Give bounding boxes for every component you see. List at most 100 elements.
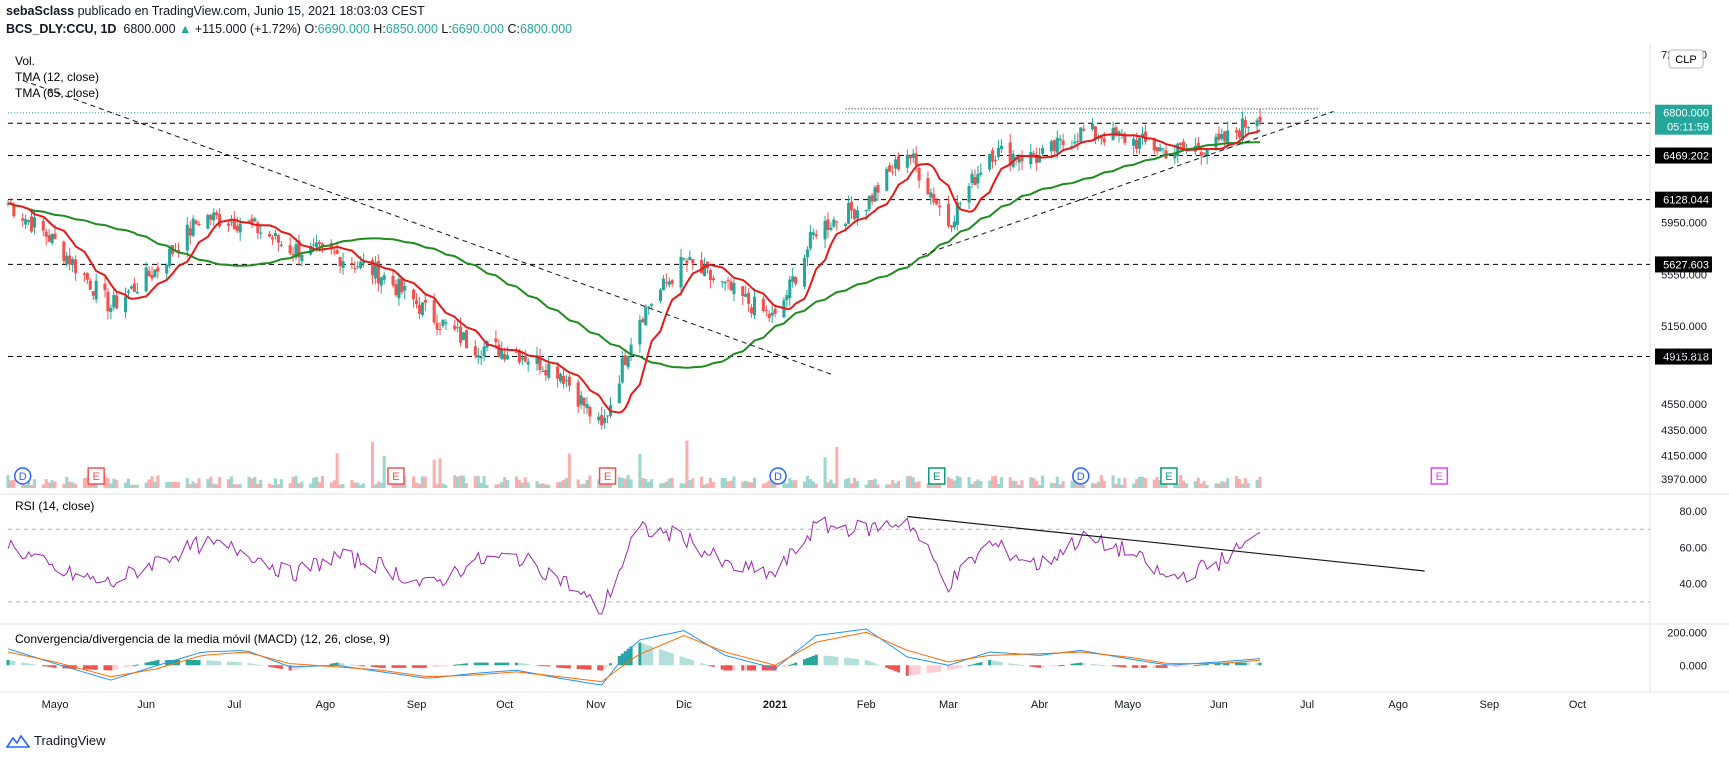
candle-body — [708, 270, 712, 280]
volume-bar — [1152, 479, 1156, 488]
volume-bar — [9, 480, 13, 488]
dividend-marker-icon[interactable] — [1072, 467, 1090, 485]
candle-body — [103, 283, 107, 291]
macd-histogram-bar — [885, 665, 889, 668]
macd-histogram-bar — [700, 662, 704, 666]
candle-body — [908, 155, 912, 159]
level-badge — [1655, 256, 1712, 273]
earnings-marker-icon[interactable] — [927, 467, 946, 485]
volume-bar — [973, 481, 977, 488]
macd-histogram-bar — [670, 653, 674, 666]
price-tick-label: 5950.000 — [1661, 218, 1707, 230]
earnings-marker-icon[interactable] — [1160, 467, 1178, 485]
earnings-marker-icon[interactable] — [387, 467, 405, 485]
candle-body — [726, 280, 730, 282]
macd-histogram-bar — [952, 665, 956, 670]
earnings-marker-icon[interactable] — [87, 467, 105, 485]
macd-histogram-bar — [705, 664, 710, 666]
volume-bar — [479, 482, 483, 488]
candle-body — [1082, 128, 1086, 131]
candle-body — [250, 218, 254, 224]
candle-body — [503, 353, 507, 360]
candle-body — [606, 415, 610, 417]
footer-brand[interactable]: TradingView — [6, 733, 106, 748]
macd-histogram-bar — [905, 665, 909, 676]
macd-histogram-bar — [1196, 664, 1200, 666]
candle-body — [370, 260, 374, 276]
macd-histogram-bar — [171, 659, 175, 666]
macd-histogram-bar — [767, 665, 771, 671]
time-tick-label: Jul — [1300, 699, 1314, 711]
volume-bar — [494, 484, 498, 488]
candle-body — [1182, 141, 1186, 150]
legend-rsi[interactable]: RSI (14, close) — [15, 499, 94, 513]
macd-histogram-bar — [232, 661, 236, 666]
macd-histogram-bar — [794, 662, 798, 666]
currency-badge[interactable] — [1668, 49, 1704, 69]
macd-histogram-bar — [958, 665, 962, 668]
volume-bar — [517, 479, 521, 488]
author-name[interactable]: sebaSclass — [6, 4, 75, 18]
volume-bar — [891, 480, 895, 488]
legend-tma12[interactable]: TMA (12, close) — [15, 70, 99, 84]
candle-body — [1076, 140, 1080, 142]
volume-bar — [1217, 483, 1221, 488]
down-trendline — [22, 79, 832, 375]
volume-bar — [423, 476, 427, 488]
volume-bar — [1117, 477, 1121, 488]
earnings-marker-icon[interactable] — [1430, 467, 1449, 485]
volume-bar — [1237, 478, 1242, 488]
volume-bar — [168, 481, 172, 488]
candle-body — [1029, 152, 1033, 165]
macd-histogram-bar — [517, 662, 521, 666]
volume-bar — [462, 475, 466, 488]
volume-bar — [1055, 476, 1059, 488]
macd-tick-label: 200.000 — [1667, 627, 1707, 639]
macd-histogram-bar — [376, 665, 380, 668]
price-change: +115.000 (+1.72%) — [194, 22, 301, 36]
macd-histogram-bar — [970, 664, 974, 666]
volume-bar — [638, 453, 642, 488]
legend-macd[interactable]: Convergencia/divergencia de la media móv… — [15, 632, 390, 646]
candle-body — [1114, 127, 1118, 135]
price-tick-label: 4550.000 — [1661, 399, 1707, 411]
macd-histogram-bar — [209, 660, 213, 666]
volume-bar — [1038, 484, 1042, 488]
macd-histogram-bar — [911, 665, 915, 676]
tma65-line — [7, 141, 1261, 369]
candle-body — [338, 256, 342, 267]
legend-tma65[interactable]: TMA (65, close) — [15, 86, 99, 100]
candle-body — [682, 258, 686, 260]
volume-bar — [1120, 484, 1124, 488]
candle-body — [823, 220, 827, 240]
macd-histogram-bar — [559, 665, 563, 668]
volume-bar — [852, 478, 856, 488]
macd-histogram-bar — [153, 660, 157, 666]
macd-histogram-bar — [503, 662, 507, 666]
symbol-label[interactable]: BCS_DLY:CCU, 1D — [6, 22, 117, 36]
earnings-marker-icon[interactable] — [598, 467, 617, 485]
publish-text: publicado en TradingView.com, Junio 15, … — [77, 4, 425, 18]
close-label: C: — [507, 22, 520, 36]
macd-histogram-bar — [44, 665, 48, 667]
volume-bar — [688, 480, 692, 488]
volume-bar — [917, 481, 921, 488]
volume-bar — [1058, 484, 1062, 488]
dividend-marker-icon[interactable] — [13, 467, 32, 485]
time-tick-label: Jun — [137, 699, 155, 711]
macd-histogram-bar — [27, 663, 31, 666]
legend-vol[interactable]: Vol. — [15, 54, 35, 68]
macd-histogram-bar — [9, 660, 13, 666]
volume-bar — [412, 476, 416, 488]
macd-histogram-bar — [226, 661, 230, 666]
macd-histogram-bar — [506, 662, 510, 666]
dividend-marker-icon[interactable] — [769, 467, 787, 485]
volume-bar — [700, 476, 704, 488]
macd-histogram-bar — [497, 662, 501, 666]
macd-histogram-bar — [88, 665, 92, 670]
volume-bar — [106, 478, 110, 488]
macd-histogram-bar — [1223, 662, 1227, 666]
volume-bar — [171, 481, 175, 488]
macd-histogram-bar — [235, 662, 239, 666]
